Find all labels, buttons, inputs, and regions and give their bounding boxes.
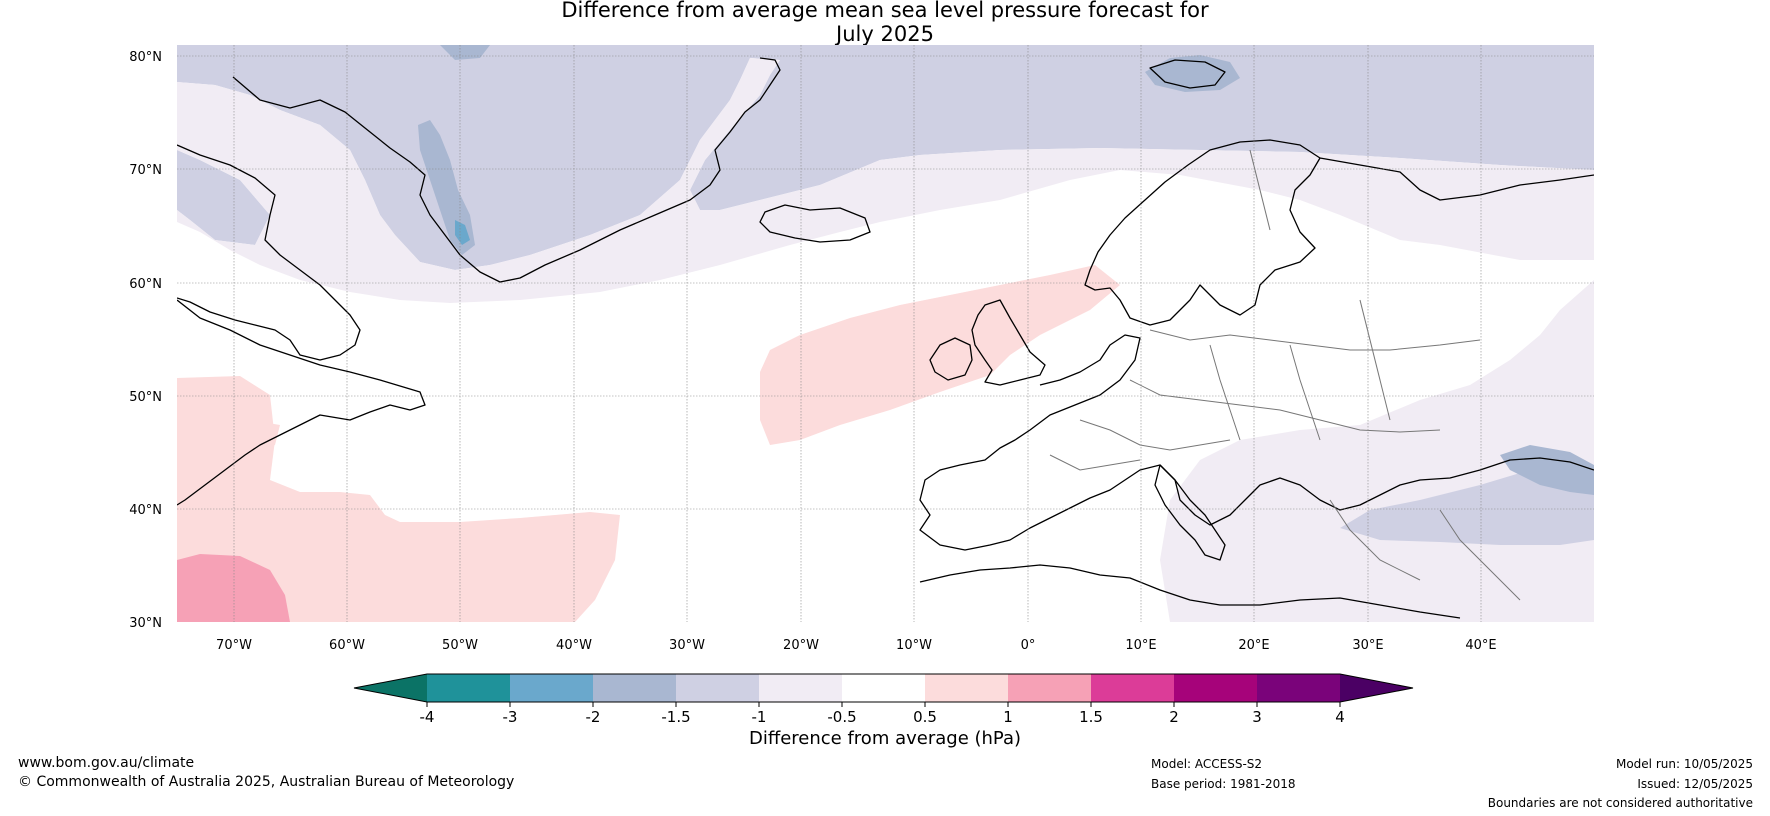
colorbar-tick-label: 1.5 [1079,708,1103,726]
positive-anomaly-newfoundland [177,420,280,480]
colorbar-tick-label: 3 [1252,708,1262,726]
scandinavia-coast [1084,139,1321,326]
graticule [177,45,1594,622]
longitude-labels: 70°W 60°W 50°W 40°W 30°W 20°W 10°W 0° 10… [216,638,1497,653]
lat-label-30n: 30°N [129,616,162,631]
positive-anomaly-uk [760,265,1120,445]
colorbar-segment [1257,674,1340,702]
colorbar-segment [1008,674,1091,702]
continental-europe-coast [919,334,1594,551]
colorbar-tick-label: -4 [420,708,435,726]
colorbar-segment [593,674,676,702]
lon-label-60w: 60°W [329,638,365,653]
colorbar-tick-label: 0.5 [913,708,937,726]
lat-label-40n: 40°N [129,503,162,518]
lon-label-10w: 10°W [896,638,932,653]
northern-russia-coast [1319,157,1594,201]
colorbar-segment [1091,674,1174,702]
baffin-coast [177,144,361,361]
map-title: Difference from average mean sea level p… [0,0,1770,46]
colorbar-segment [925,674,1008,702]
lon-label-20w: 20°W [783,638,819,653]
greenland-coast [232,57,781,283]
colorbar-tick-label: 2 [1169,708,1179,726]
colorbar-tick-label: 1 [1003,708,1013,726]
negative-anomaly-caucasus [1500,445,1594,495]
country-borders [1049,149,1521,601]
lat-label-80n: 80°N [129,50,162,65]
map-title-line2: July 2025 [836,22,934,46]
colorbar: -4 -3 -2 -1.5 -1 -0.5 0.5 1 1.5 2 3 4 [353,673,1414,726]
colorbar-segment [842,674,925,702]
latitude-labels: 80°N 70°N 60°N 50°N 40°N 30°N [129,50,162,631]
negative-anomaly-north [177,45,1594,270]
coastlines [177,57,1594,619]
colorbar-extend-low [354,674,427,702]
map-title-line1: Difference from average mean sea level p… [561,0,1209,22]
footer-website: www.bom.gov.au/climate [18,755,195,771]
colorbar-tick-label: -1.5 [661,708,690,726]
colorbar-segment [759,674,842,702]
footer-issued: Issued: 12/05/2025 [1637,777,1753,791]
negative-anomaly-black-sea [1340,470,1594,545]
colorbar-segment [510,674,593,702]
negative-patch-greenland-east [418,120,475,255]
colorbar-tick-label: -2 [586,708,601,726]
svalbard-coast [1149,59,1226,89]
ireland-coast [929,337,973,381]
lon-label-10e: 10°E [1125,638,1156,653]
footer-model-run: Model run: 10/05/2025 [1615,757,1753,771]
lon-label-30e: 30°E [1352,638,1383,653]
footer-disclaimer: Boundaries are not considered authoritat… [1487,796,1753,810]
lat-label-70n: 70°N [129,163,162,178]
labrador-coast [177,299,426,506]
negative-anomaly-labrador [177,150,270,245]
lon-label-70w: 70°W [216,638,252,653]
footer-copyright: © Commonwealth of Australia 2025, Austra… [18,774,515,790]
lon-label-20e: 20°E [1238,638,1269,653]
weak-negative-anomaly-north [177,58,1594,303]
colorbar-tick-label: -3 [503,708,518,726]
iceland-coast [759,204,871,243]
footer-base-period: Base period: 1981-2018 [1151,777,1296,791]
colorbar-label: Difference from average (hPa) [748,728,1022,749]
lat-label-60n: 60°N [129,277,162,292]
colorbar-tick-label: -1 [752,708,767,726]
colorbar-tick-label: 4 [1335,708,1345,726]
north-africa-coast [919,564,1461,619]
lon-label-40e: 40°E [1465,638,1496,653]
italy-coast [1154,464,1226,561]
lon-label-30w: 30°W [669,638,705,653]
anomaly-field [177,45,1594,622]
colorbar-segment [676,674,759,702]
strong-negative-patch-greenland [455,220,470,245]
colorbar-segment [1174,674,1257,702]
lon-label-50w: 50°W [442,638,478,653]
colorbar-tick-label: -0.5 [827,708,856,726]
strong-positive-anomaly-southwest [177,554,290,622]
footer-model: Model: ACCESS-S2 [1151,757,1263,771]
colorbar-segment [427,674,510,702]
colorbar-extend-high [1340,674,1413,702]
lat-label-50n: 50°N [129,390,162,405]
positive-anomaly-southwest [177,376,620,622]
lon-label-0: 0° [1021,638,1036,653]
great-britain-coast [971,299,1046,386]
lon-label-40w: 40°W [556,638,592,653]
